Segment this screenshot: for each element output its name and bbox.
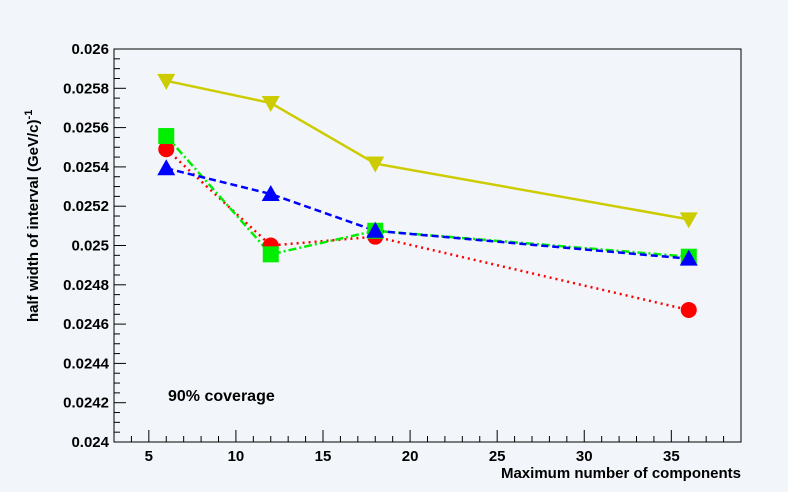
x-tick-label: 10 [228, 448, 245, 465]
data-point-red-circles [680, 301, 697, 318]
data-point-yellow-triangles-down [679, 212, 698, 229]
y-tick-label: 0.0252 [63, 198, 109, 215]
data-point-red-circles [158, 141, 175, 158]
axis-ticks [113, 48, 742, 443]
y-axis-title: half width of interval (GeV/c)-1 [23, 110, 42, 322]
plot-frame [113, 48, 742, 443]
data-point-blue-triangles-up [261, 185, 280, 202]
data-point-blue-triangles-up [679, 249, 698, 266]
x-tick-label: 20 [402, 448, 419, 465]
series-markers [157, 73, 698, 318]
x-tick-label: 35 [663, 448, 680, 465]
y-tick-label: 0.0248 [63, 277, 109, 294]
y-tick-label: 0.025 [71, 238, 109, 255]
y-tick-label: 0.0242 [63, 395, 109, 412]
x-tick-label: 5 [145, 448, 153, 465]
x-tick-label: 30 [576, 448, 593, 465]
coverage-annotation: 90% coverage [168, 388, 275, 405]
series-lines [165, 79, 690, 312]
data-point-blue-triangles-up [157, 159, 176, 176]
data-point-blue-triangles-up [366, 221, 385, 238]
y-tick-label: 0.0258 [63, 80, 109, 97]
y-tick-label: 0.0246 [63, 316, 109, 333]
data-point-green-squares [158, 128, 175, 145]
y-axis-title-exponent: -1 [23, 110, 35, 120]
series-line-yellow-triangles-down [166, 79, 690, 221]
series-line-green-squares [165, 135, 689, 258]
axis-tick-labels: 5 10 15 20 25 30 35 0.024 0.0242 0.0244 0.0246 0.02… [63, 41, 680, 465]
y-tick-label: 0.026 [71, 41, 109, 58]
data-point-green-squares [262, 246, 279, 263]
y-axis-title-main: half width of interval (GeV/c) [25, 119, 42, 322]
x-tick-label: 15 [315, 448, 332, 465]
y-tick-label: 0.0244 [63, 355, 110, 372]
y-tick-label: 0.0254 [63, 159, 110, 176]
data-point-yellow-triangles-down [261, 96, 280, 113]
x-tick-label: 25 [489, 448, 506, 465]
series-line-blue-triangles-up [166, 167, 689, 260]
x-axis-title: Maximum number of components [501, 465, 741, 482]
data-point-yellow-triangles-down [366, 156, 385, 173]
y-tick-label: 0.0256 [63, 120, 109, 137]
data-point-yellow-triangles-down [157, 73, 176, 90]
y-tick-label: 0.024 [71, 434, 109, 451]
